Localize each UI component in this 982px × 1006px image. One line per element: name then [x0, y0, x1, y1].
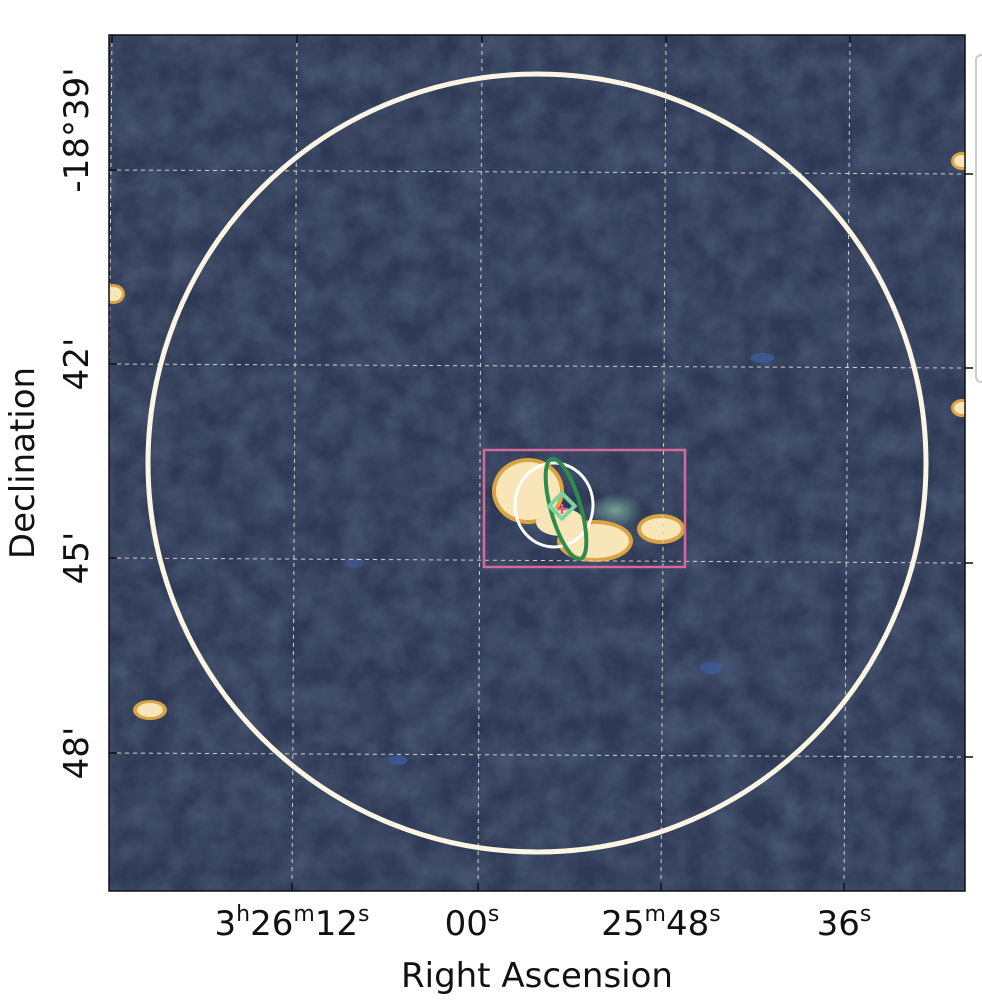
x-tick-label: 25m48s [601, 902, 720, 944]
diamond-marker [546, 490, 578, 522]
y-tick-label: 42' [57, 338, 97, 391]
radio-image [109, 35, 965, 891]
bright-source [951, 152, 965, 170]
central-source [492, 458, 685, 562]
legend-box [975, 54, 982, 383]
y-tick-label: 45' [57, 532, 97, 585]
green-ellipse [543, 456, 589, 562]
bright-source [109, 284, 125, 304]
white-ellipse [513, 461, 595, 549]
cross-marker [557, 504, 567, 514]
bright-source [133, 700, 167, 720]
y-axis-title: Declination [3, 367, 43, 559]
x-tick-label: 36s [817, 902, 872, 944]
grid [109, 35, 965, 891]
y-tick-label: 48' [57, 727, 97, 780]
x-tick-label: 00s [445, 902, 500, 944]
y-tick-label: -18°39' [57, 67, 97, 192]
bounding-box [482, 448, 687, 569]
large-circle [145, 71, 929, 855]
bright-source [951, 399, 965, 417]
x-tick-label: 3h26m12s [214, 902, 369, 944]
x-axis-title: Right Ascension [401, 956, 673, 996]
tick-marks [109, 35, 973, 891]
plot-frame [108, 34, 966, 892]
